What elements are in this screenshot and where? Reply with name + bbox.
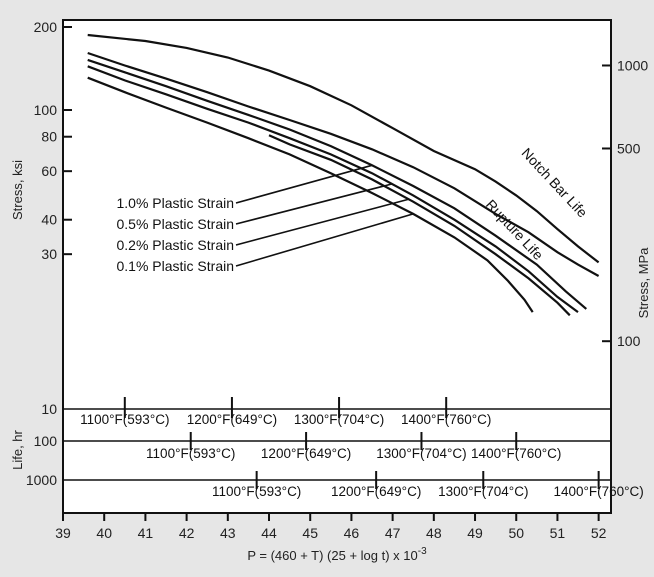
y-left-tick-label-30: 30 xyxy=(41,246,57,262)
series-line-notch-bar-life xyxy=(87,33,600,264)
x-tick-label-41: 41 xyxy=(138,525,154,541)
series-line-rupture-life xyxy=(87,51,600,277)
y-right-tick-label-100: 100 xyxy=(617,333,641,349)
x-tick-label-42: 42 xyxy=(179,525,195,541)
axes-layer: 39 40 41 42 43 44 45 46 47 48 49 50 51 52 200 100 80 60 40… xyxy=(34,19,649,541)
x-tick-label-44: 44 xyxy=(261,525,277,541)
series-line-0-2-plastic-strain xyxy=(268,134,571,317)
annotation-1-0-plastic-strain: 1.0% Plastic Strain xyxy=(117,195,235,211)
x-tick-label-46: 46 xyxy=(344,525,360,541)
x-tick-label-49: 49 xyxy=(467,525,483,541)
life-temp-100-1100-f-593-c: 1100°F(593°C) xyxy=(146,446,235,461)
life-axis-title: Life, hr xyxy=(10,429,25,469)
y-left-tick-label-80: 80 xyxy=(41,129,57,145)
life-temp-10-1300-f-704-c: 1300°F(704°C) xyxy=(294,412,384,427)
y-left-tick-label-100: 100 xyxy=(34,102,58,118)
life-temp-100-1400-f-760-c: 1400°F(760°C) xyxy=(471,446,561,461)
x-tick-label-45: 45 xyxy=(302,525,318,541)
x-tick-label-50: 50 xyxy=(508,525,524,541)
x-tick-label-39: 39 xyxy=(55,525,71,541)
x-tick-label-40: 40 xyxy=(96,525,112,541)
annotation-0-5-plastic-strain: 0.5% Plastic Strain xyxy=(117,216,235,232)
life-temp-10-1400-f-760-c: 1400°F(760°C) xyxy=(401,412,491,427)
y-left-tick-label-40: 40 xyxy=(41,212,57,228)
y-right-tick-label-500: 500 xyxy=(617,140,641,156)
life-temp-10-1200-f-649-c: 1200°F(649°C) xyxy=(187,412,277,427)
y-left-tick-label-60: 60 xyxy=(41,163,57,179)
x-axis-title-exponent: -3 xyxy=(418,546,427,557)
x-axis-title: P = (460 + T) (25 + log t) x 10-3 xyxy=(247,546,427,563)
life-label-1000: 1000 xyxy=(26,472,57,488)
series-line-1-0-plastic-strain xyxy=(87,58,588,310)
life-temp-1000-1300-f-704-c: 1300°F(704°C) xyxy=(438,484,528,499)
annotation-leader-1-0-plastic-strain xyxy=(235,164,373,204)
x-tick-label-48: 48 xyxy=(426,525,442,541)
y-left-tick-label-200: 200 xyxy=(34,19,58,35)
x-axis-title-main: P = (460 + T) (25 + log t) x 10 xyxy=(247,548,417,563)
annotation-leader-0-2-plastic-strain xyxy=(235,198,410,246)
life-label-10: 10 xyxy=(41,401,57,417)
life-temp-1000-1100-f-593-c: 1100°F(593°C) xyxy=(212,484,301,499)
life-temp-100-1200-f-649-c: 1200°F(649°C) xyxy=(261,446,351,461)
life-scales-layer: 10 1100°F(593°C) 1200°F(649°C) 1300°F(704°C… xyxy=(26,397,644,499)
x-tick-label-51: 51 xyxy=(550,525,566,541)
annotation-leader-0-5-plastic-strain xyxy=(235,183,393,225)
life-temp-1000-1400-f-760-c: 1400°F(760°C) xyxy=(553,484,643,499)
life-temp-10-1100-f-593-c: 1100°F(593°C) xyxy=(80,412,169,427)
series-line-0-1-plastic-strain xyxy=(87,76,534,313)
x-tick-label-47: 47 xyxy=(385,525,401,541)
x-tick-label-43: 43 xyxy=(220,525,236,541)
annotation-leader-0-1-plastic-strain xyxy=(235,213,414,267)
series-line-0-5-plastic-strain xyxy=(87,65,579,313)
y-axis-left-title: Stress, ksi xyxy=(10,160,25,220)
annotations-layer: 1.0% Plastic Strain 0.5% Plastic Strain 0.… xyxy=(117,164,414,274)
life-temp-100-1300-f-704-c: 1300°F(704°C) xyxy=(376,446,466,461)
life-temp-1000-1200-f-649-c: 1200°F(649°C) xyxy=(331,484,421,499)
annotation-0-1-plastic-strain: 0.1% Plastic Strain xyxy=(117,258,235,274)
y-right-tick-label-1000: 1000 xyxy=(617,57,648,73)
x-tick-label-52: 52 xyxy=(591,525,607,541)
annotation-0-2-plastic-strain: 0.2% Plastic Strain xyxy=(117,237,235,253)
life-label-100: 100 xyxy=(34,433,58,449)
y-axis-right-title: Stress, MPa xyxy=(636,247,651,319)
